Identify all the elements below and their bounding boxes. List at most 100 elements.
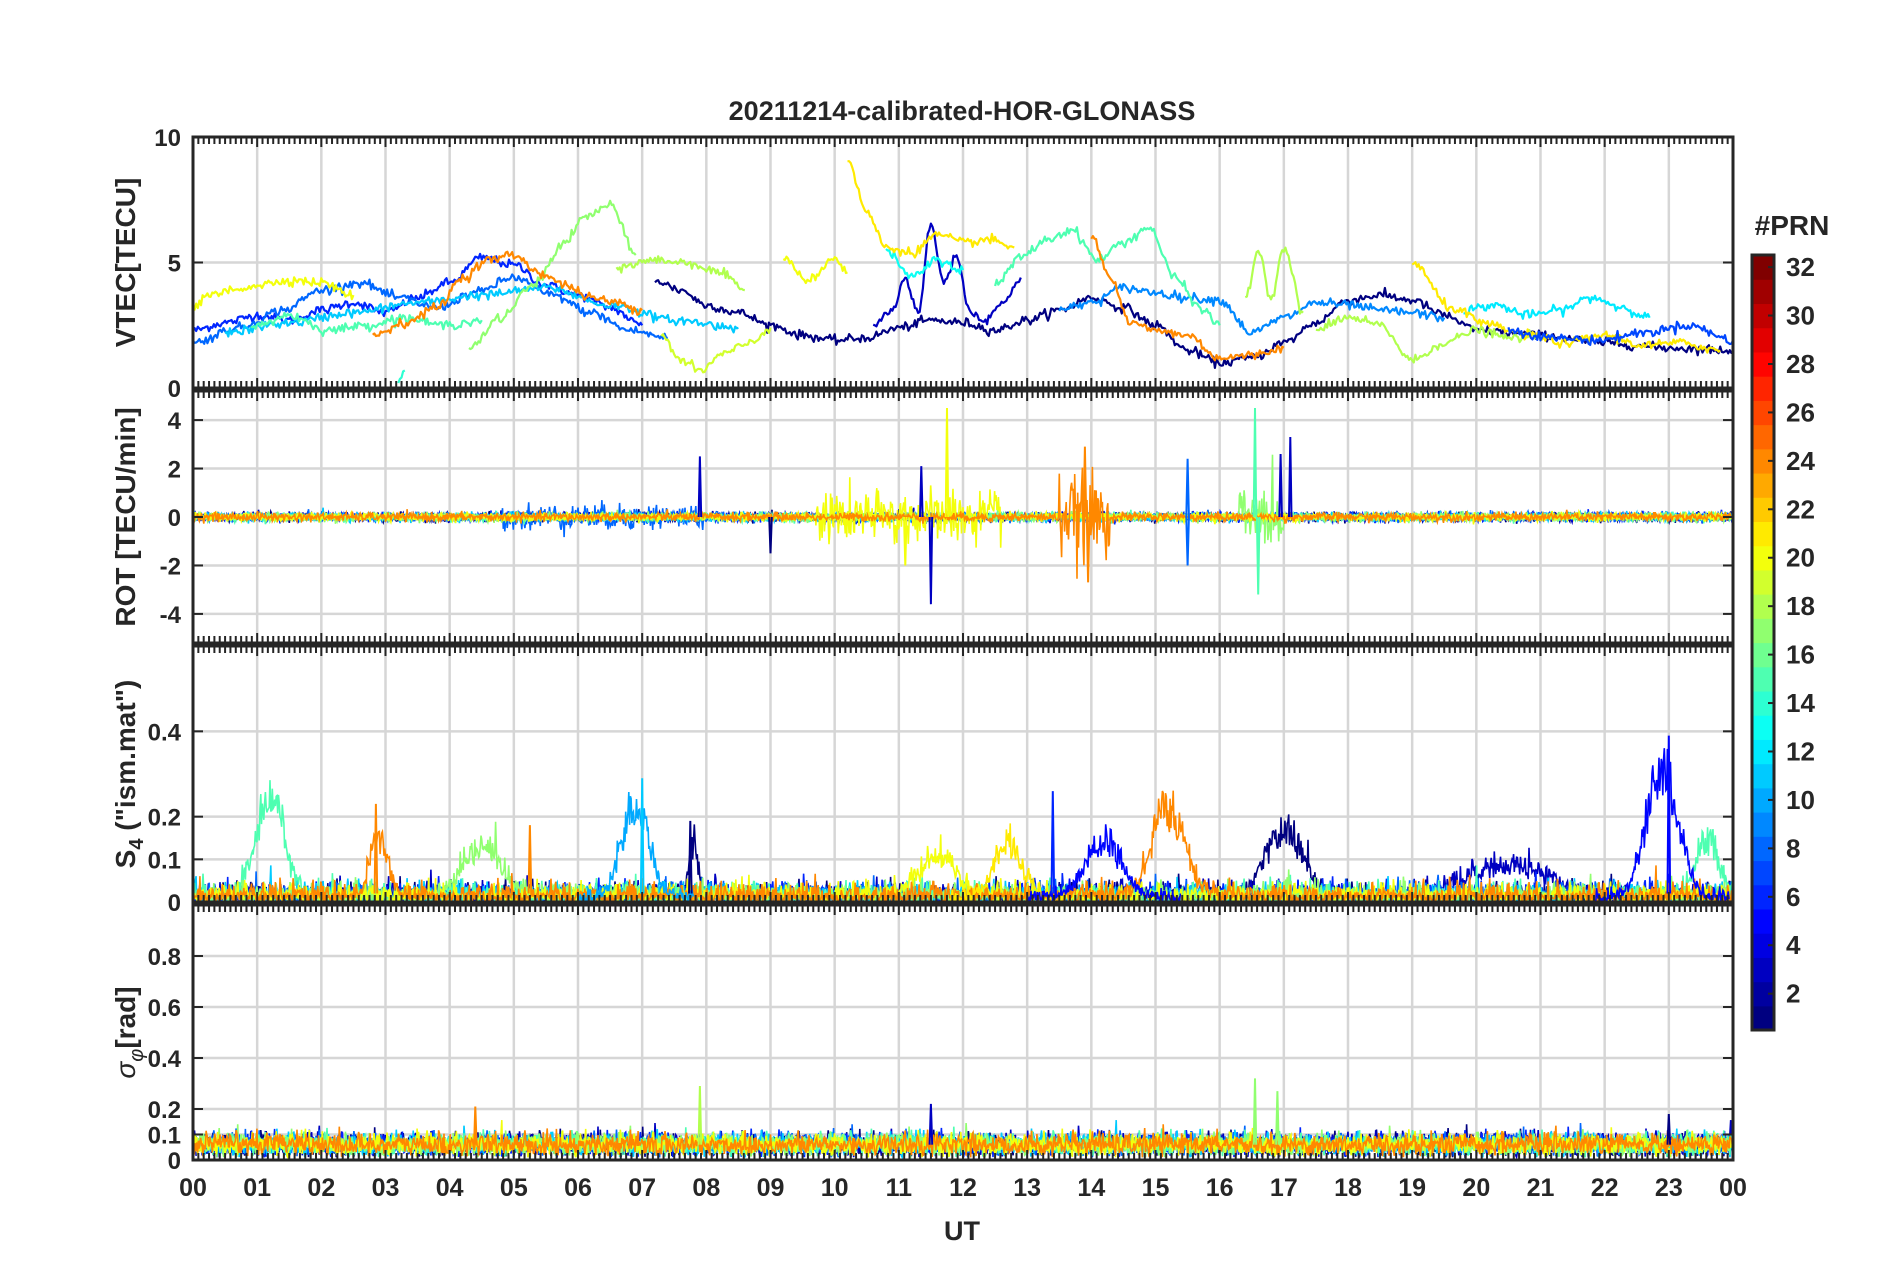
x-tick-label: 08: [692, 1174, 720, 1202]
x-tick-label: 21: [1527, 1174, 1555, 1202]
s4-spike-prn-1: [688, 820, 693, 894]
s4-spike-prn-6: [1050, 791, 1056, 894]
x-axis-label: UT: [944, 1216, 980, 1246]
colorbar-tick-label: 10: [1786, 785, 1815, 815]
x-tick-label: 20: [1462, 1174, 1490, 1202]
s4-spike-prn-24: [527, 825, 533, 894]
grid-s4: [191, 646, 1735, 904]
colorbar-tick-label: 12: [1786, 736, 1815, 766]
y-tick-label-s4: 0.1: [148, 847, 181, 874]
rot-spike-prn-3: [1278, 453, 1283, 518]
y-tick-label-vtec: 10: [154, 125, 181, 152]
colorbar-swatch: [1752, 448, 1774, 474]
x-tick-label: 18: [1334, 1174, 1362, 1202]
sigma_phi-spike-prn-17: [1252, 1078, 1258, 1145]
colorbar-tick-label: 14: [1786, 688, 1815, 718]
rot-spike-prn-20: [903, 516, 908, 566]
x-tick-label: 01: [243, 1174, 271, 1202]
colorbar-swatch: [1752, 594, 1774, 619]
ticks-vtec: [192, 136, 1734, 389]
y-tick-label-sigma_phi: 0.6: [148, 995, 181, 1022]
colorbar-swatch: [1752, 739, 1774, 765]
colorbar-tick-label: 4: [1786, 930, 1801, 960]
colorbar-tick-label: 22: [1786, 494, 1815, 524]
colorbar-swatch: [1752, 521, 1774, 547]
colorbar-label: #PRN: [1755, 210, 1830, 241]
colorbar-tick-label: 6: [1786, 882, 1800, 912]
y-axis-label-sigma_phi: σφ[rad]: [110, 986, 148, 1078]
y-tick-label-sigma_phi: 0.4: [148, 1046, 182, 1073]
ticks-sigma_phi: [192, 905, 1734, 1161]
colorbar-swatch: [1752, 1005, 1774, 1031]
colorbar-swatch: [1752, 787, 1774, 813]
vtec-track-prn-15: [994, 226, 1221, 326]
colorbar-tick-label: 16: [1786, 640, 1815, 670]
vtec-track-prn-14: [397, 369, 406, 384]
panel-rot: -4 -2 0 2 4 ROT [TECU/min]: [110, 389, 1735, 645]
colorbar-swatch: [1752, 642, 1774, 668]
colorbar-swatch: [1752, 545, 1774, 571]
colorbar-swatch: [1752, 327, 1774, 353]
vtec-track-prn-19: [660, 327, 772, 374]
ticks-rot: [192, 391, 1734, 643]
vtec-track-prn-20: [782, 255, 848, 285]
colorbar-tick-label: 26: [1786, 397, 1815, 427]
x-tick-label: 05: [500, 1174, 528, 1202]
x-tick-label: 10: [821, 1174, 849, 1202]
colorbar-swatch: [1752, 497, 1774, 523]
colorbar-tick-label: 24: [1786, 446, 1815, 476]
colorbar-tick-label: 20: [1786, 543, 1815, 573]
sigma_phi-spike-prn-18: [697, 1085, 703, 1145]
s4-spike-prn-24: [373, 803, 379, 894]
vtec-track-prn-12: [1463, 294, 1651, 320]
vtec-track-prn-24: [1090, 235, 1285, 362]
vtec-track-prn-13: [885, 248, 965, 280]
chart-title: 20211214-calibrated-HOR-GLONASS: [729, 96, 1196, 126]
colorbar-swatch: [1752, 812, 1774, 837]
series-sigma_phi: [193, 1078, 1733, 1160]
colorbar-swatch: [1752, 836, 1774, 862]
colorbar-swatch: [1752, 569, 1774, 595]
x-tick-label: 03: [372, 1174, 400, 1202]
x-tick-label: 23: [1655, 1174, 1683, 1202]
y-tick-label-s4: 0.4: [148, 719, 182, 746]
x-tick-label: 06: [564, 1174, 592, 1202]
x-tick-label: 15: [1142, 1174, 1170, 1202]
y-tick-label-rot: 0: [168, 505, 181, 532]
colorbar-swatch: [1752, 666, 1774, 692]
colorbar-tick-label: 18: [1786, 591, 1815, 621]
vtec-track-prn-3: [872, 222, 1022, 328]
x-tick-label: 17: [1270, 1174, 1298, 1202]
y-tick-label-rot: 2: [168, 457, 181, 484]
vtec-track-prn-7: [1507, 320, 1733, 346]
vtec-track-prn-20: [193, 276, 355, 311]
colorbar-swatch: [1752, 400, 1774, 426]
colorbar-swatch: [1752, 255, 1774, 280]
colorbar-swatch: [1752, 715, 1774, 740]
sigma_phi-spike-prn-24: [473, 1106, 478, 1145]
vtec-track-prn-15: [250, 311, 483, 338]
colorbar-swatch: [1752, 472, 1774, 498]
colorbar-swatch: [1752, 860, 1774, 886]
y-axis-label-rot: ROT [TECU/min]: [110, 407, 141, 626]
y-tick-label-sigma_phi: 0.2: [148, 1097, 181, 1124]
x-tick-label: 02: [307, 1174, 335, 1202]
colorbar-tick-label: 8: [1786, 833, 1800, 863]
rot-spike-prn-1: [768, 516, 773, 554]
x-tick-label: 22: [1591, 1174, 1619, 1202]
x-tick-label: 09: [757, 1174, 785, 1202]
colorbar-tick-label: 28: [1786, 349, 1815, 379]
x-tick-label: 00: [1719, 1174, 1747, 1202]
colorbar-swatch: [1752, 279, 1774, 305]
vtec-track-prn-1: [654, 279, 1733, 369]
s4-spike-prn-5: [1666, 735, 1672, 894]
vtec-track-prn-21: [847, 160, 1015, 259]
panel-vtec: 0 5 10 VTEC[TECU]: [110, 125, 1735, 403]
colorbar-frame: [1750, 253, 1776, 1032]
x-tick-label: 19: [1398, 1174, 1426, 1202]
colorbar-swatch: [1752, 351, 1774, 377]
y-tick-label-sigma_phi: 0.8: [148, 944, 181, 971]
colorbar-swatch: [1752, 981, 1774, 1007]
series-rot: [193, 407, 1733, 605]
